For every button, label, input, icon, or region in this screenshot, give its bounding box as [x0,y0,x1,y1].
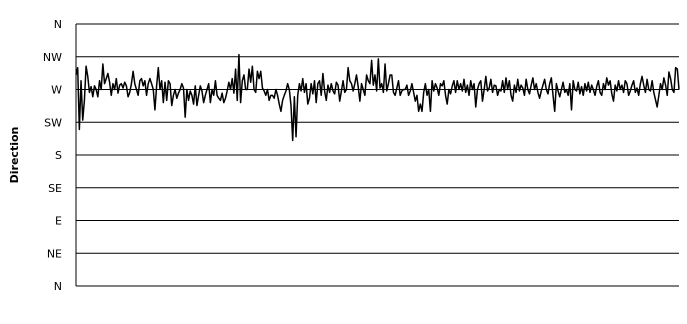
horizontal-gridlines [76,23,679,287]
y-tick-label: SE [48,182,62,195]
y-axis-tick-labels: N NE E SE S SW W NW N [43,18,62,293]
y-tick-label: W [51,84,62,97]
y-tick-label: N [54,18,62,31]
y-tick-label: N [54,280,62,293]
y-tick-label: NW [43,51,62,64]
y-tick-label: SW [44,116,62,129]
y-tick-label: S [55,149,62,162]
y-tick-label: NE [47,247,62,260]
y-tick-label: E [55,215,62,228]
series-line [75,53,680,142]
y-axis-title: Direction [8,127,21,184]
